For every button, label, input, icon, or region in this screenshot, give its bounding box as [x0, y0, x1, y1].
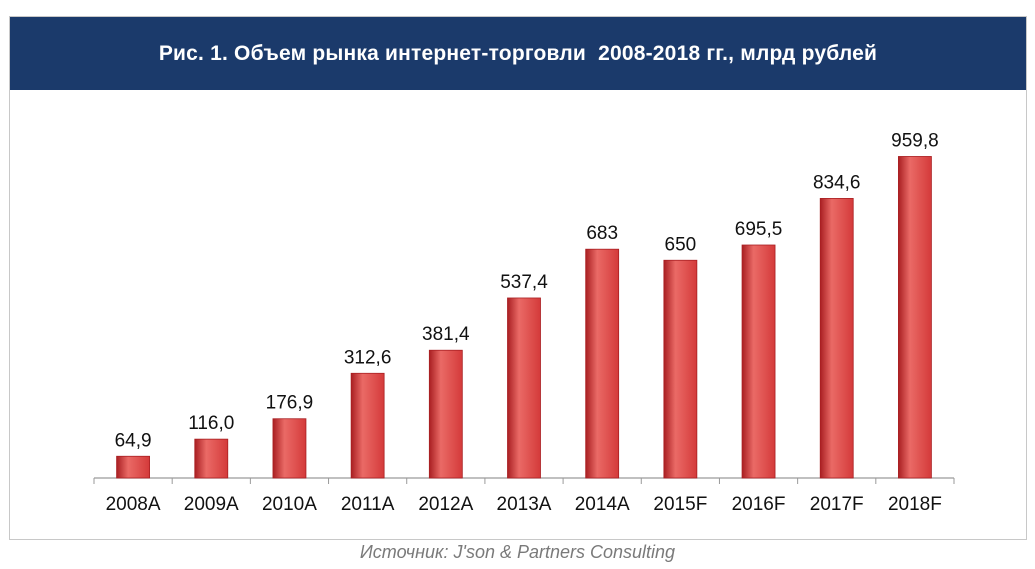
data-label-2012A: 381,4 — [422, 324, 470, 345]
x-tick-label-2017F: 2017F — [810, 494, 864, 515]
data-label-2014A: 683 — [586, 223, 618, 244]
data-label-2011A: 312,6 — [344, 347, 392, 368]
bar-2014A — [585, 248, 620, 479]
x-tick-label-2018F: 2018F — [888, 494, 942, 515]
bar-2015F — [663, 259, 698, 479]
bar-2016F — [741, 244, 776, 479]
x-tick-label-2014A: 2014A — [575, 494, 630, 515]
data-label-2018F: 959,8 — [891, 130, 939, 151]
chart-title: Рис. 1. Объем рынка интернет-торговли 20… — [158, 41, 878, 65]
bar-2011A — [350, 372, 385, 479]
bar-2018F — [898, 156, 932, 479]
x-tick-label-2011A: 2011A — [341, 494, 395, 515]
bar-2008A — [116, 455, 150, 479]
bar-chart: 64,9 116,0 176,9 312,6 381,4 537,4 683 650 695,5… — [93, 130, 955, 515]
source-note: Источник: J'son & Partners Consulting — [359, 542, 676, 562]
data-label-2015F: 650 — [665, 234, 697, 255]
x-tick-label-2012A: 2012A — [418, 494, 473, 515]
data-label-2009A: 116,0 — [188, 413, 234, 434]
bar-2010A — [272, 418, 307, 479]
bar-2012A — [428, 349, 463, 479]
title-bar: Рис. 1. Объем рынка интернет-торговли 20… — [10, 17, 1026, 90]
bar-2017F — [819, 198, 854, 479]
x-tick-label-2013A: 2013A — [497, 494, 552, 515]
bar-2009A — [194, 438, 229, 479]
bar-2013A — [507, 297, 541, 479]
x-tick-label-2015F: 2015F — [653, 494, 707, 515]
data-label-2008A: 64,9 — [115, 430, 152, 451]
x-tick-label-2016F: 2016F — [732, 494, 786, 515]
data-label-2016F: 695,5 — [735, 219, 783, 240]
x-tick-label-2010A: 2010A — [262, 494, 317, 515]
chart-frame: Рис. 1. Объем рынка интернет-торговли 20… — [9, 16, 1027, 540]
data-label-2017F: 834,6 — [813, 172, 861, 193]
x-tick-label-2009A: 2009A — [184, 494, 239, 515]
data-label-2010A: 176,9 — [266, 393, 314, 414]
data-label-2013A: 537,4 — [500, 272, 548, 293]
x-tick-label-2008A: 2008A — [106, 494, 161, 515]
